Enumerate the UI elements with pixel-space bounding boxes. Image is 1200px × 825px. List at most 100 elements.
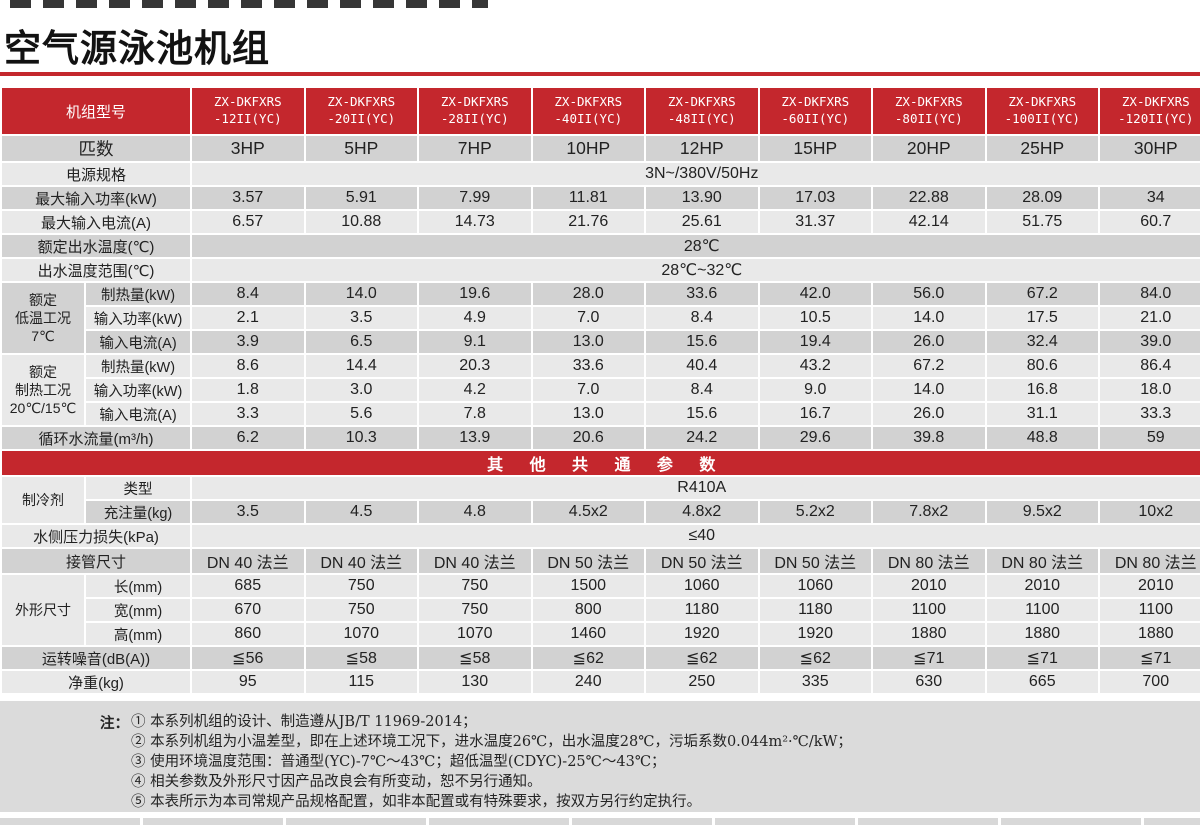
value-cell: 630 xyxy=(873,671,985,693)
table-row: 输入电流(A) 3.3 5.6 7.8 13.0 15.6 16.7 26.0 31.1 33.3 xyxy=(2,403,1200,425)
value-cell: 3.3 xyxy=(192,403,304,425)
value-cell: 250 xyxy=(646,671,758,693)
value-cell: 40.4 xyxy=(646,355,758,377)
value-cell: 15.6 xyxy=(646,331,758,353)
value-cell: 9.1 xyxy=(419,331,531,353)
value-cell: 10.5 xyxy=(759,307,872,329)
value-cell: 335 xyxy=(759,671,872,693)
value-cell: 1070 xyxy=(419,623,531,645)
value-cell: 26.0 xyxy=(873,331,985,353)
sub-row-label: 类型 xyxy=(86,477,191,499)
value-cell: ≦62 xyxy=(759,647,872,669)
value-cell: 30HP xyxy=(1100,136,1200,161)
value-cell: 6.57 xyxy=(192,211,304,233)
value-cell: ≦71 xyxy=(986,647,1099,669)
value-cell: 4.8x2 xyxy=(646,501,758,523)
value-cell: 33.6 xyxy=(646,283,758,305)
value-cell: 34 xyxy=(1100,187,1200,209)
value-cell: 115 xyxy=(305,671,418,693)
value-cell: 20HP xyxy=(873,136,985,161)
value-cell: 9.0 xyxy=(759,379,872,401)
value-cell: ≦71 xyxy=(1100,647,1200,669)
table-row: 最大输入功率(kW) 3.57 5.91 7.99 11.81 13.90 17.03 22.… xyxy=(2,187,1200,209)
sub-row-label: 输入电流(A) xyxy=(86,331,191,353)
page-title: 空气源泳池机组 xyxy=(4,27,270,70)
table-row: 其 他 共 通 参 数 xyxy=(2,451,1200,475)
value-cell: ≦71 xyxy=(873,647,985,669)
value-cell: 33.6 xyxy=(532,355,645,377)
value-cell: 13.9 xyxy=(419,427,531,449)
note-item: ④ 相关参数及外形尺寸因产品改良会有所变动，恕不另行通知。 xyxy=(131,774,542,790)
value-cell: 750 xyxy=(305,599,418,621)
row-label: 接管尺寸 xyxy=(2,549,191,573)
value-cell: 19.6 xyxy=(419,283,531,305)
value-cell: 17.5 xyxy=(986,307,1099,329)
table-row: 额定 低温工况 7℃ 制热量(kW) 8.4 14.0 19.6 28.0 33.6 42.0 56… xyxy=(2,283,1200,353)
table-row: 额定出水温度(℃) 28℃ xyxy=(2,235,1200,257)
value-cell: 3HP xyxy=(192,136,304,161)
table-row: 输入功率(kW) 2.1 3.5 4.9 7.0 8.4 10.5 14.0 17.5 21.0 xyxy=(2,307,1200,329)
group-label: 额定 制热工况 20℃/15℃ xyxy=(2,355,84,425)
value-cell: 13.0 xyxy=(532,331,645,353)
value-cell: DN 50 法兰 xyxy=(646,549,758,573)
row-label: 水侧压力损失(kPa) xyxy=(2,525,191,547)
value-cell: 18.0 xyxy=(1100,379,1200,401)
value-cell: 2010 xyxy=(873,575,985,597)
value-cell: DN 80 法兰 xyxy=(1100,549,1200,573)
value-cell: 3.0 xyxy=(305,379,418,401)
value-cell: 11.81 xyxy=(532,187,645,209)
value-cell: 10.88 xyxy=(305,211,418,233)
table-row: 机组型号 ZX-DKFXRS -12II(YC) ZX-DKFXRS -20II(YC)… xyxy=(2,88,1200,134)
table-row: 宽(mm) 670 750 750 800 1180 1180 1100 1100 1100 xyxy=(2,599,1200,621)
value-cell: 1100 xyxy=(1100,599,1200,621)
value-cell: 750 xyxy=(419,599,531,621)
group-label: 额定 低温工况 7℃ xyxy=(2,283,84,353)
table-row: 匹数 3HP 5HP 7HP 10HP 12HP 15HP 20HP 25HP 30HP xyxy=(2,136,1200,161)
value-cell: 665 xyxy=(986,671,1099,693)
value-cell: 84.0 xyxy=(1100,283,1200,305)
value-cell: DN 40 法兰 xyxy=(305,549,418,573)
value-cell: 14.0 xyxy=(873,379,985,401)
value-cell: 2010 xyxy=(1100,575,1200,597)
model-header-cell: ZX-DKFXRS -80II(YC) xyxy=(873,88,985,134)
spanned-value-cell: ≤40 xyxy=(192,525,1200,547)
value-cell: 15HP xyxy=(759,136,872,161)
value-cell: 28.0 xyxy=(532,283,645,305)
value-cell: 10x2 xyxy=(1100,501,1200,523)
value-cell: 1.8 xyxy=(192,379,304,401)
table-row: 外形尺寸 长(mm) 685 750 750 1500 1060 1060 2010 2010 20… xyxy=(2,575,1200,645)
table-row: 循环水流量(m³/h) 6.2 10.3 13.9 20.6 24.2 29.6 39.8 48… xyxy=(2,427,1200,449)
value-cell: ≦58 xyxy=(419,647,531,669)
model-header-cell: ZX-DKFXRS -100II(YC) xyxy=(986,88,1099,134)
table-row: 制冷剂 类型 R410A xyxy=(2,477,1200,523)
value-cell: 6.5 xyxy=(305,331,418,353)
spanned-value-cell: 3N~/380V/50Hz xyxy=(192,163,1200,185)
value-cell: 1920 xyxy=(646,623,758,645)
notes-prefix: 注： xyxy=(100,715,129,732)
value-cell: 16.8 xyxy=(986,379,1099,401)
sub-row-label: 输入功率(kW) xyxy=(86,307,191,329)
value-cell: ≦58 xyxy=(305,647,418,669)
value-cell: 24.2 xyxy=(646,427,758,449)
value-cell: 8.4 xyxy=(646,307,758,329)
value-cell: 7.8 xyxy=(419,403,531,425)
value-cell: DN 40 法兰 xyxy=(192,549,304,573)
value-cell: 1180 xyxy=(759,599,872,621)
note-item: ② 本系列机组为小温差型，即在上述环境工况下，进水温度26℃，出水温度28℃，污… xyxy=(131,734,852,750)
row-label: 运转噪音(dB(A)) xyxy=(2,647,191,669)
table-row: 额定 制热工况 20℃/15℃ 制热量(kW) 8.6 14.4 20.3 33.6 40.4 4… xyxy=(2,355,1200,425)
value-cell: 33.3 xyxy=(1100,403,1200,425)
note-item: ① 本系列机组的设计、制造遵从JB/T 11969-2014； xyxy=(131,714,477,730)
value-cell: DN 80 法兰 xyxy=(873,549,985,573)
title-underline xyxy=(0,72,1200,76)
value-cell: 1880 xyxy=(986,623,1099,645)
value-cell: 5.91 xyxy=(305,187,418,209)
spanned-value-cell: R410A xyxy=(192,477,1200,499)
cropped-next-table-fragment xyxy=(0,818,1200,825)
model-header-cell: ZX-DKFXRS -48II(YC) xyxy=(646,88,758,134)
value-cell: 42.14 xyxy=(873,211,985,233)
value-cell: 700 xyxy=(1100,671,1200,693)
value-cell: 67.2 xyxy=(873,355,985,377)
value-cell: 32.4 xyxy=(986,331,1099,353)
